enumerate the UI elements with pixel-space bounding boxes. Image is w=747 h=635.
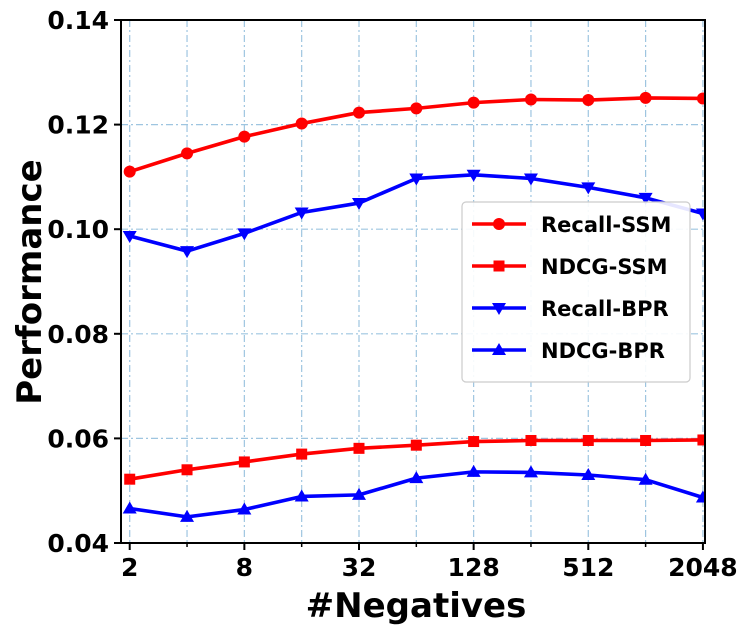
y-tick-label: 0.04	[47, 529, 109, 558]
data-point-ndcg-ssm	[124, 473, 136, 485]
data-point-recall-ssm	[181, 147, 194, 160]
series-recall-ssm	[123, 91, 705, 178]
data-point-recall-bpr	[122, 230, 137, 243]
data-point-recall-bpr	[180, 246, 195, 259]
x-tick-label: 8	[236, 553, 253, 582]
data-point-ndcg-ssm	[181, 464, 193, 476]
data-point-ndcg-ssm	[353, 442, 365, 454]
legend-marker	[492, 343, 506, 355]
data-point-recall-bpr	[466, 169, 481, 182]
y-axis-title: Performance	[10, 159, 50, 404]
legend-item-ndcg-bpr: NDCG-BPR	[472, 339, 665, 363]
data-point-recall-bpr	[351, 198, 366, 211]
series-layer	[122, 91, 705, 522]
y-tick-label: 0.08	[47, 320, 109, 349]
data-point-recall-ssm	[582, 94, 595, 107]
data-point-ndcg-bpr	[122, 501, 137, 514]
data-point-ndcg-bpr	[409, 471, 424, 484]
data-point-ndcg-bpr	[180, 509, 195, 522]
data-point-recall-ssm	[123, 165, 136, 178]
legend-item-ndcg-ssm: NDCG-SSM	[472, 255, 668, 279]
data-point-ndcg-ssm	[410, 439, 422, 451]
data-point-ndcg-ssm	[468, 436, 480, 448]
legend-label: Recall-BPR	[541, 297, 669, 321]
data-point-recall-bpr	[294, 207, 309, 220]
data-point-recall-ssm	[410, 102, 423, 115]
series-ndcg-bpr	[122, 464, 705, 522]
data-point-recall-ssm	[467, 96, 480, 109]
data-point-recall-ssm	[524, 93, 537, 106]
legend-marker	[493, 260, 505, 272]
axes-layer: 0.04 0.06 0.08 0.10 0.12 0.14 2 8 32 128 512 2048	[47, 6, 737, 582]
legend-label: NDCG-SSM	[541, 255, 668, 279]
data-point-ndcg-ssm	[238, 456, 250, 468]
legend-item-recall-ssm: Recall-SSM	[472, 213, 671, 237]
y-tick-label: 0.06	[47, 424, 109, 453]
data-point-recall-ssm	[295, 117, 308, 130]
x-tick-label: 128	[448, 553, 500, 582]
data-point-ndcg-bpr	[466, 464, 481, 477]
data-point-ndcg-ssm	[640, 434, 652, 446]
data-point-ndcg-ssm	[296, 448, 308, 460]
data-point-recall-bpr	[237, 228, 252, 241]
x-tick-label: 512	[562, 553, 614, 582]
x-tick-label: 32	[342, 553, 377, 582]
y-tick-label: 0.10	[47, 215, 109, 244]
data-point-ndcg-bpr	[237, 502, 252, 515]
legend-label: Recall-SSM	[541, 213, 671, 237]
data-point-recall-bpr	[409, 173, 424, 186]
x-tick-label: 2	[121, 553, 138, 582]
data-point-ndcg-bpr	[581, 468, 596, 481]
series-ndcg-ssm	[124, 434, 705, 485]
data-point-recall-bpr	[638, 192, 653, 205]
data-point-ndcg-ssm	[525, 434, 537, 446]
legend-marker	[492, 303, 506, 315]
legend-marker	[493, 218, 505, 230]
data-point-recall-ssm	[639, 91, 652, 104]
legend-box	[461, 201, 691, 383]
data-point-recall-ssm	[238, 130, 251, 143]
x-axis-title: #Negatives	[306, 586, 527, 626]
data-point-ndcg-bpr	[695, 490, 705, 503]
x-tick-label: 2048	[668, 553, 738, 582]
data-point-ndcg-bpr	[351, 487, 366, 500]
legend: Recall-SSM NDCG-SSM Recall-BPR NDCG-BPR	[461, 201, 691, 383]
data-point-ndcg-ssm	[697, 434, 705, 446]
y-tick-label: 0.14	[47, 6, 109, 35]
data-point-recall-bpr	[581, 182, 596, 195]
data-point-ndcg-bpr	[294, 489, 309, 502]
plot-frame	[120, 19, 706, 544]
data-point-ndcg-bpr	[523, 465, 538, 478]
y-tick-label: 0.12	[47, 111, 109, 140]
data-point-ndcg-bpr	[638, 472, 653, 485]
data-point-recall-ssm	[352, 106, 365, 119]
data-point-recall-bpr	[523, 173, 538, 186]
legend-item-recall-bpr: Recall-BPR	[472, 297, 669, 321]
legend-label: NDCG-BPR	[541, 339, 665, 363]
data-point-recall-ssm	[696, 92, 705, 105]
series-recall-bpr	[122, 169, 705, 259]
data-point-ndcg-ssm	[582, 434, 594, 446]
data-point-recall-bpr	[695, 208, 705, 221]
